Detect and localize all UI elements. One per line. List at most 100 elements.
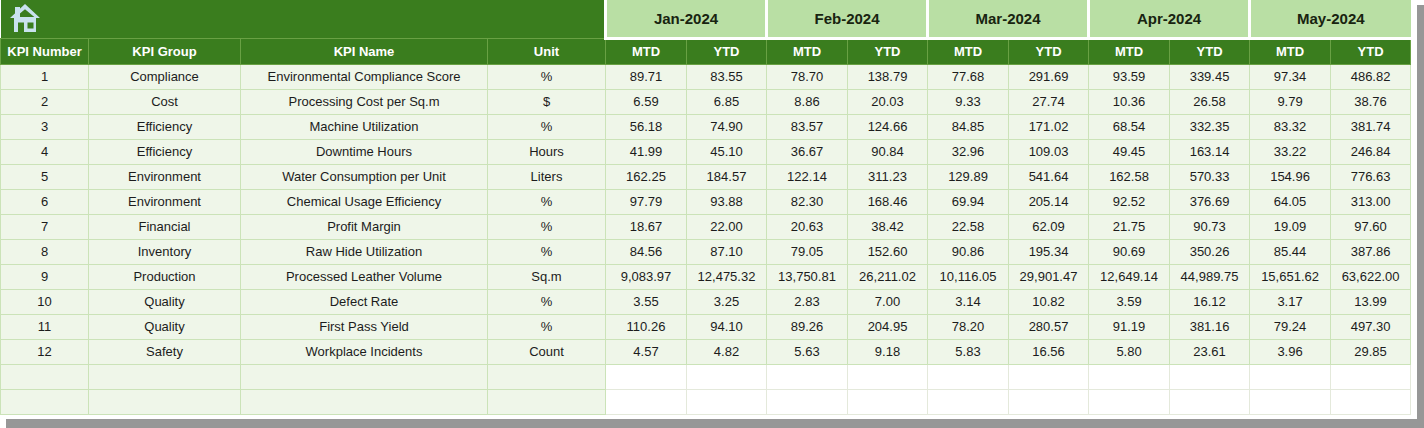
month-header-jan-2024[interactable]: Jan-2024 — [606, 0, 767, 38]
value-cell-ytd[interactable]: 152.60 — [848, 239, 928, 264]
value-cell-mtd[interactable]: 18.67 — [606, 214, 687, 239]
value-cell-ytd[interactable]: 26,211.02 — [848, 264, 928, 289]
value-cell-mtd[interactable]: 84.85 — [928, 114, 1009, 139]
value-cell-mtd[interactable]: 8.86 — [767, 89, 848, 114]
column-header-mtd[interactable]: MTD — [1089, 38, 1170, 64]
value-cell-ytd[interactable]: 74.90 — [687, 114, 767, 139]
empty-cell[interactable] — [928, 389, 1009, 414]
value-cell-ytd[interactable]: 45.10 — [687, 139, 767, 164]
value-cell-ytd[interactable]: 376.69 — [1170, 189, 1250, 214]
column-header-mtd[interactable]: MTD — [606, 38, 687, 64]
month-header-mar-2024[interactable]: Mar-2024 — [928, 0, 1089, 38]
value-cell-mtd[interactable]: 110.26 — [606, 314, 687, 339]
value-cell-ytd[interactable]: 7.00 — [848, 289, 928, 314]
value-cell-mtd[interactable]: 93.59 — [1089, 64, 1170, 89]
value-cell-mtd[interactable]: 19.09 — [1250, 214, 1331, 239]
value-cell-ytd[interactable]: 90.84 — [848, 139, 928, 164]
value-cell-ytd[interactable]: 381.16 — [1170, 314, 1250, 339]
value-cell-mtd[interactable]: 3.96 — [1250, 339, 1331, 364]
value-cell-ytd[interactable]: 246.84 — [1331, 139, 1411, 164]
value-cell-ytd[interactable]: 29.85 — [1331, 339, 1411, 364]
value-cell-ytd[interactable]: 16.56 — [1009, 339, 1089, 364]
value-cell-ytd[interactable]: 776.63 — [1331, 164, 1411, 189]
kpi-group-cell[interactable]: Quality — [89, 314, 241, 339]
kpi-name-cell[interactable]: Raw Hide Utilization — [241, 239, 488, 264]
value-cell-mtd[interactable]: 4.57 — [606, 339, 687, 364]
value-cell-mtd[interactable]: 33.22 — [1250, 139, 1331, 164]
value-cell-mtd[interactable]: 154.96 — [1250, 164, 1331, 189]
kpi-number-cell[interactable]: 1 — [1, 64, 89, 89]
value-cell-mtd[interactable]: 6.59 — [606, 89, 687, 114]
value-cell-mtd[interactable]: 9.79 — [1250, 89, 1331, 114]
empty-cell[interactable] — [606, 364, 687, 389]
column-header-kpi-number[interactable]: KPI Number — [1, 38, 89, 64]
value-cell-mtd[interactable]: 129.89 — [928, 164, 1009, 189]
column-header-kpi-group[interactable]: KPI Group — [89, 38, 241, 64]
column-header-ytd[interactable]: YTD — [848, 38, 928, 64]
value-cell-ytd[interactable]: 93.88 — [687, 189, 767, 214]
column-header-mtd[interactable]: MTD — [1250, 38, 1331, 64]
value-cell-ytd[interactable]: 311.23 — [848, 164, 928, 189]
kpi-number-cell[interactable]: 9 — [1, 264, 89, 289]
value-cell-ytd[interactable]: 4.82 — [687, 339, 767, 364]
empty-cell[interactable] — [767, 364, 848, 389]
value-cell-ytd[interactable]: 44,989.75 — [1170, 264, 1250, 289]
kpi-group-cell[interactable]: Efficiency — [89, 114, 241, 139]
unit-cell[interactable]: % — [488, 214, 606, 239]
empty-cell[interactable] — [1170, 389, 1250, 414]
value-cell-ytd[interactable]: 63,622.00 — [1331, 264, 1411, 289]
value-cell-ytd[interactable]: 541.64 — [1009, 164, 1089, 189]
unit-cell[interactable]: % — [488, 114, 606, 139]
value-cell-ytd[interactable]: 27.74 — [1009, 89, 1089, 114]
value-cell-mtd[interactable]: 84.56 — [606, 239, 687, 264]
unit-cell[interactable]: Liters — [488, 164, 606, 189]
value-cell-ytd[interactable]: 204.95 — [848, 314, 928, 339]
value-cell-mtd[interactable]: 78.20 — [928, 314, 1009, 339]
kpi-group-cell[interactable]: Compliance — [89, 64, 241, 89]
empty-cell[interactable] — [687, 389, 767, 414]
kpi-name-cell[interactable]: Processing Cost per Sq.m — [241, 89, 488, 114]
value-cell-mtd[interactable]: 10,116.05 — [928, 264, 1009, 289]
kpi-number-cell[interactable]: 3 — [1, 114, 89, 139]
unit-cell[interactable]: % — [488, 239, 606, 264]
value-cell-ytd[interactable]: 339.45 — [1170, 64, 1250, 89]
value-cell-mtd[interactable]: 3.59 — [1089, 289, 1170, 314]
value-cell-mtd[interactable]: 68.54 — [1089, 114, 1170, 139]
value-cell-ytd[interactable]: 332.35 — [1170, 114, 1250, 139]
value-cell-mtd[interactable]: 89.26 — [767, 314, 848, 339]
empty-cell[interactable] — [1250, 389, 1331, 414]
empty-cell[interactable] — [1089, 389, 1170, 414]
empty-cell[interactable] — [1331, 364, 1411, 389]
value-cell-mtd[interactable]: 85.44 — [1250, 239, 1331, 264]
kpi-name-cell[interactable]: Chemical Usage Efficiency — [241, 189, 488, 214]
home-icon[interactable] — [9, 3, 41, 35]
column-header-ytd[interactable]: YTD — [1170, 38, 1250, 64]
value-cell-ytd[interactable]: 387.86 — [1331, 239, 1411, 264]
unit-cell[interactable]: % — [488, 189, 606, 214]
value-cell-mtd[interactable]: 21.75 — [1089, 214, 1170, 239]
value-cell-mtd[interactable]: 91.19 — [1089, 314, 1170, 339]
kpi-name-cell[interactable]: First Pass Yield — [241, 314, 488, 339]
value-cell-mtd[interactable]: 12,649.14 — [1089, 264, 1170, 289]
value-cell-mtd[interactable]: 162.25 — [606, 164, 687, 189]
month-header-may-2024[interactable]: May-2024 — [1250, 0, 1411, 38]
empty-cell[interactable] — [1009, 389, 1089, 414]
empty-cell[interactable] — [928, 364, 1009, 389]
value-cell-ytd[interactable]: 94.10 — [687, 314, 767, 339]
value-cell-ytd[interactable]: 38.42 — [848, 214, 928, 239]
value-cell-mtd[interactable]: 9,083.97 — [606, 264, 687, 289]
value-cell-ytd[interactable]: 486.82 — [1331, 64, 1411, 89]
value-cell-ytd[interactable]: 109.03 — [1009, 139, 1089, 164]
empty-cell[interactable] — [241, 389, 488, 414]
unit-cell[interactable]: $ — [488, 89, 606, 114]
value-cell-ytd[interactable]: 87.10 — [687, 239, 767, 264]
value-cell-mtd[interactable]: 10.36 — [1089, 89, 1170, 114]
kpi-group-cell[interactable]: Inventory — [89, 239, 241, 264]
value-cell-ytd[interactable]: 83.55 — [687, 64, 767, 89]
value-cell-mtd[interactable]: 92.52 — [1089, 189, 1170, 214]
value-cell-ytd[interactable]: 291.69 — [1009, 64, 1089, 89]
value-cell-mtd[interactable]: 15,651.62 — [1250, 264, 1331, 289]
empty-cell[interactable] — [1331, 389, 1411, 414]
value-cell-ytd[interactable]: 23.61 — [1170, 339, 1250, 364]
value-cell-ytd[interactable]: 62.09 — [1009, 214, 1089, 239]
